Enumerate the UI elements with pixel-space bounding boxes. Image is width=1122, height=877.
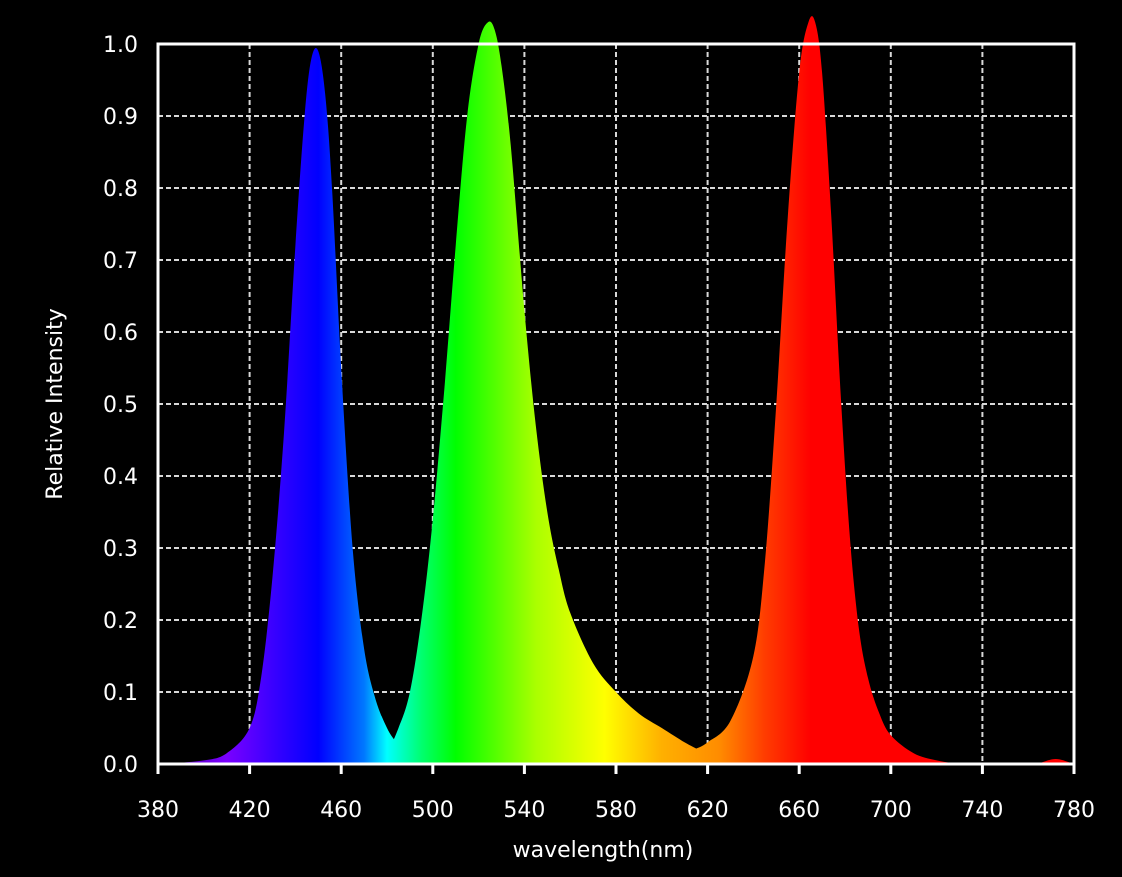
y-tick-label: 0.5	[103, 393, 138, 418]
y-tick-label: 0.9	[103, 105, 138, 130]
x-tick-label: 780	[1053, 798, 1095, 823]
y-tick-label: 1.0	[103, 33, 138, 58]
x-tick-label: 620	[687, 798, 729, 823]
spectrum-peak-2	[364, 21, 699, 764]
y-tick-label: 0.3	[103, 537, 138, 562]
y-tick-label: 0.1	[103, 681, 138, 706]
y-tick-label: 0.7	[103, 249, 138, 274]
y-tick-label: 0.2	[103, 609, 138, 634]
x-tick-label: 700	[870, 798, 912, 823]
y-axis: 0.0 0.1 0.2 0.3 0.4 0.5 0.6 0.7 0.8 0.9 1.0	[103, 33, 138, 778]
y-tick-label: 0.8	[103, 177, 138, 202]
x-axis: 380 420 460 500 540 580 620 660 700 740 780	[137, 764, 1095, 823]
x-tick-label: 540	[503, 798, 545, 823]
y-tick-label: 0.4	[103, 465, 138, 490]
y-tick-label: 0.0	[103, 753, 138, 778]
x-axis-label: wavelength(nm)	[513, 838, 694, 863]
y-tick-label: 0.6	[103, 321, 138, 346]
x-tick-label: 380	[137, 798, 179, 823]
x-tick-label: 580	[595, 798, 637, 823]
x-tick-label: 660	[778, 798, 820, 823]
x-tick-label: 500	[412, 798, 454, 823]
x-tick-label: 460	[320, 798, 362, 823]
spectrum-peak-3	[693, 16, 960, 764]
spectrum-peak-1	[162, 47, 397, 764]
x-tick-label: 420	[229, 798, 271, 823]
x-tick-label: 740	[961, 798, 1003, 823]
y-axis-label: Relative Intensity	[43, 308, 68, 499]
